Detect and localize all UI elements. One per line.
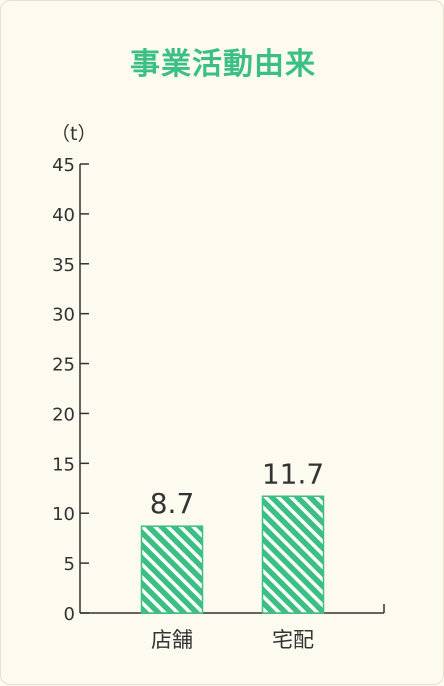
chart-title: 事業活動由来	[130, 47, 316, 82]
bar-value-label: 11.7	[262, 457, 324, 490]
x-category-label: 宅配	[272, 628, 314, 652]
y-axis-unit: （t）	[51, 123, 96, 145]
bar-value-label: 8.7	[150, 487, 195, 520]
y-tick-label: 20	[52, 404, 75, 425]
y-tick-label: 0	[64, 604, 75, 625]
y-tick-label: 10	[52, 504, 75, 525]
y-tick-label: 25	[52, 355, 75, 376]
y-tick-label: 40	[52, 205, 75, 226]
y-tick-label: 35	[52, 255, 75, 276]
bar	[261, 495, 325, 614]
x-category-label: 店舗	[151, 628, 193, 652]
bar	[140, 525, 204, 614]
y-tick-label: 30	[52, 305, 75, 326]
y-tick-label: 5	[64, 554, 75, 575]
y-tick-label: 15	[52, 454, 75, 475]
y-tick-label: 45	[52, 155, 75, 176]
